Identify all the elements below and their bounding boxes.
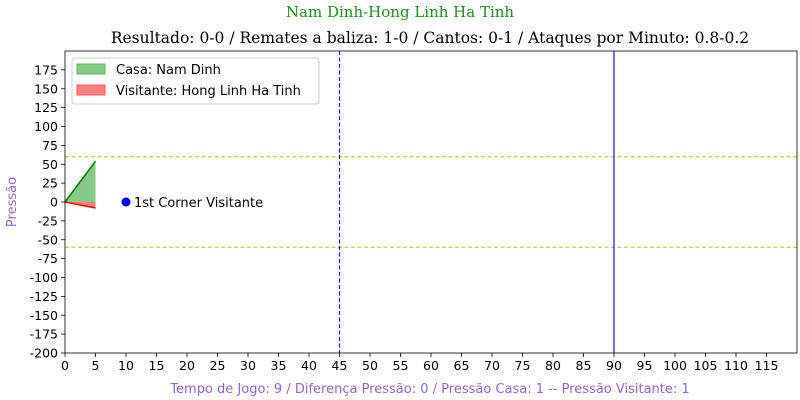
y-tick-label: -50 (38, 232, 58, 247)
x-tick-label: 75 (515, 358, 531, 373)
corner-event-label: 1st Corner Visitante (134, 196, 263, 211)
x-tick-label: 25 (210, 358, 226, 373)
legend-swatch-away (76, 84, 106, 96)
x-tick-label: 60 (423, 358, 439, 373)
y-tick-label: -125 (30, 289, 58, 304)
y-tick-label: 50 (42, 157, 58, 172)
plot-area: 0 5 10 15 20 25 30 35 40 45 50 55 60 65 70 75 80 85 90 95 10… (30, 50, 798, 373)
x-tick-label: 85 (576, 358, 592, 373)
y-tick-label: 100 (34, 119, 58, 134)
legend-label-away: Visitante: Hong Linh Ha Tinh (116, 84, 301, 99)
away-pressure-line (64, 201, 96, 209)
x-tick-label: 15 (149, 358, 165, 373)
x-tick-label: 20 (179, 358, 195, 373)
x-tick-label: 115 (755, 358, 779, 373)
y-tick-label: -25 (38, 213, 58, 228)
x-tick-label: 5 (92, 358, 100, 373)
x-tick-label: 10 (118, 358, 134, 373)
x-tick-label: 110 (724, 358, 748, 373)
y-tick-label: 125 (34, 100, 58, 115)
legend: Casa: Nam Dinh Visitante: Hong Linh Ha T… (71, 57, 320, 105)
plot-frame (64, 50, 798, 354)
x-tick-label: 70 (484, 358, 500, 373)
x-tick-label: 80 (545, 358, 561, 373)
x-tick-label: 65 (454, 358, 470, 373)
corner-event-marker (121, 197, 131, 207)
x-axis-label: Tempo de Jogo: 9 / Diferença Pressão: 0 … (169, 382, 689, 397)
y-tick-label: -150 (30, 308, 58, 323)
y-tick-label: 75 (42, 138, 58, 153)
chart-title: Resultado: 0-0 / Remates a baliza: 1-0 /… (111, 29, 749, 47)
chart-suptitle: Nam Dinh-Hong Linh Ha Tinh (286, 3, 515, 21)
y-tick-label: -100 (30, 270, 58, 285)
x-tick-label: 100 (663, 358, 687, 373)
x-tick-label: 30 (240, 358, 256, 373)
x-tick-label: 55 (393, 358, 409, 373)
x-tick-label: 40 (301, 358, 317, 373)
x-tick-label: 45 (332, 358, 348, 373)
legend-label-home: Casa: Nam Dinh (116, 63, 221, 78)
legend-swatch-home (76, 63, 106, 75)
y-tick-label: -175 (30, 327, 58, 342)
y-tick-label: -200 (30, 346, 58, 361)
x-tick-label: 35 (271, 358, 287, 373)
y-tick-label: 150 (34, 81, 58, 96)
home-pressure-line (64, 160, 97, 203)
x-tick-label: 95 (637, 358, 653, 373)
y-axis-label: Pressão (5, 177, 20, 227)
x-tick-label: 0 (61, 358, 69, 373)
x-tick-label: 105 (694, 358, 718, 373)
legend-box (71, 57, 320, 105)
x-tick-label: 50 (362, 358, 378, 373)
y-tick-label: -75 (38, 251, 58, 266)
y-tick-label: 175 (34, 62, 58, 77)
y-tick-label: 0 (50, 195, 58, 210)
y-tick-label: 25 (42, 176, 58, 191)
x-tick-label: 90 (606, 358, 622, 373)
